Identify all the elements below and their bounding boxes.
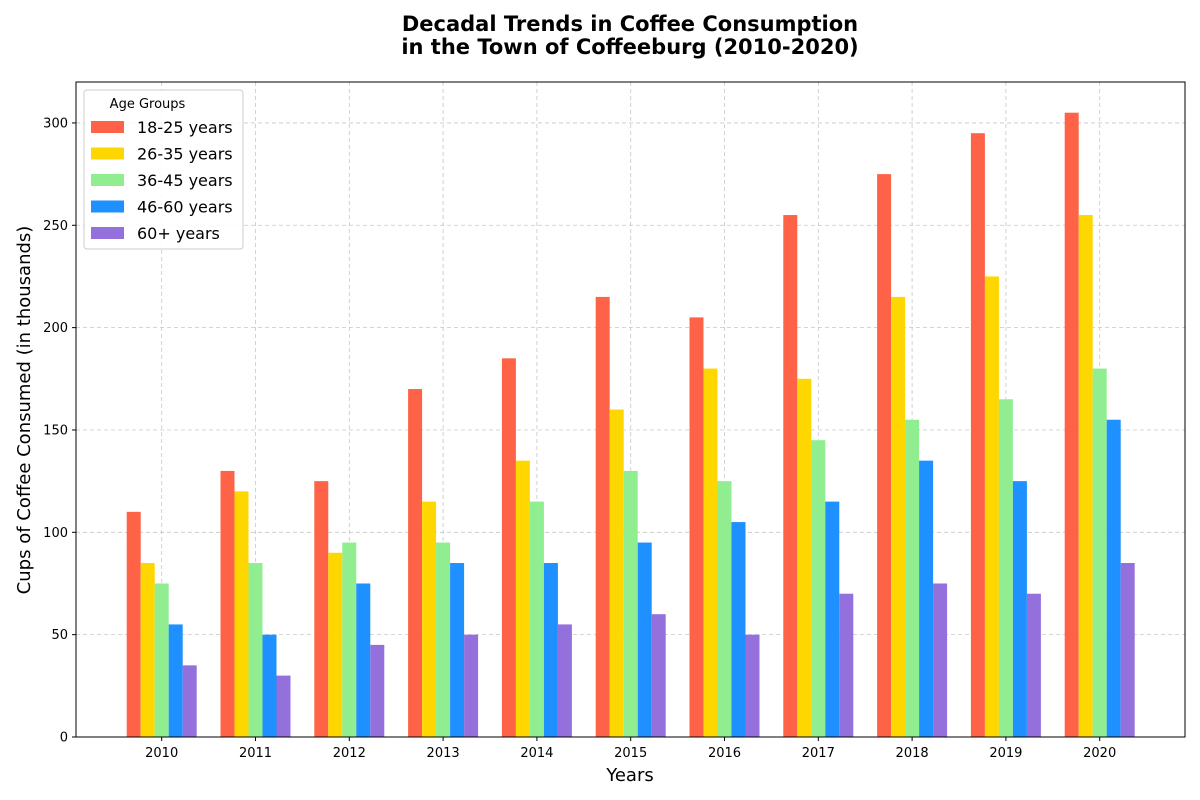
chart-title-line-2: in the Town of Coffeeburg (2010-2020) bbox=[401, 35, 858, 59]
y-tick-label: 200 bbox=[43, 321, 68, 336]
y-tick-label: 100 bbox=[43, 526, 68, 541]
legend-swatch bbox=[91, 200, 124, 213]
x-tick-label: 2020 bbox=[1083, 746, 1116, 761]
bar-60-years-2017 bbox=[839, 593, 854, 737]
bar-60-years-2012 bbox=[370, 644, 385, 737]
bar-18-25-years-2011 bbox=[220, 470, 235, 737]
legend: Age Groups 18-25 years 26-35 years 36-45 ye… bbox=[83, 89, 244, 250]
bar-18-25-years-2018 bbox=[877, 174, 892, 737]
chart-title: Decadal Trends in Coffee Consumption in … bbox=[401, 12, 858, 59]
bar-36-45-years-2010 bbox=[154, 583, 169, 737]
bar-36-45-years-2020 bbox=[1092, 368, 1107, 737]
bar-18-25-years-2013 bbox=[408, 389, 423, 737]
x-tick-label: 2010 bbox=[145, 746, 178, 761]
bar-18-25-years-2017 bbox=[783, 215, 798, 737]
bar-26-35-years-2012 bbox=[328, 552, 343, 737]
bar-36-45-years-2019 bbox=[998, 399, 1013, 737]
x-tick-label: 2019 bbox=[989, 746, 1022, 761]
bar-26-35-years-2016 bbox=[703, 368, 718, 737]
legend-label: 26-35 years bbox=[137, 145, 233, 164]
bar-18-25-years-2020 bbox=[1064, 112, 1079, 737]
x-tick-label: 2011 bbox=[239, 746, 272, 761]
bar-46-60-years-2012 bbox=[356, 583, 371, 737]
bar-46-60-years-2018 bbox=[919, 460, 934, 737]
bar-26-35-years-2019 bbox=[984, 276, 999, 737]
bars bbox=[126, 112, 1135, 737]
bar-18-25-years-2014 bbox=[501, 358, 516, 737]
bar-26-35-years-2013 bbox=[422, 501, 437, 737]
legend-label: 18-25 years bbox=[137, 118, 233, 137]
bar-36-45-years-2018 bbox=[905, 419, 920, 737]
bar-36-45-years-2015 bbox=[623, 470, 638, 737]
bar-36-45-years-2014 bbox=[529, 501, 544, 737]
bar-46-60-years-2016 bbox=[731, 522, 746, 737]
bar-26-35-years-2011 bbox=[234, 491, 249, 737]
x-tick-label: 2013 bbox=[427, 746, 460, 761]
legend-title: Age Groups bbox=[110, 97, 186, 112]
bar-60-years-2015 bbox=[651, 614, 666, 737]
bar-18-25-years-2016 bbox=[689, 317, 704, 737]
y-tick-label: 50 bbox=[51, 628, 68, 643]
bar-60-years-2018 bbox=[933, 583, 948, 737]
chart-title-line-1: Decadal Trends in Coffee Consumption bbox=[402, 12, 858, 36]
x-tick-label: 2014 bbox=[520, 746, 553, 761]
bar-46-60-years-2015 bbox=[637, 542, 652, 737]
bar-36-45-years-2013 bbox=[436, 542, 451, 737]
bar-46-60-years-2010 bbox=[168, 624, 183, 737]
bar-36-45-years-2017 bbox=[811, 440, 826, 737]
bar-60-years-2014 bbox=[557, 624, 572, 737]
bar-26-35-years-2015 bbox=[609, 409, 624, 737]
bar-60-years-2011 bbox=[276, 675, 291, 737]
bar-60-years-2016 bbox=[745, 634, 760, 737]
legend-swatch bbox=[91, 227, 124, 239]
y-tick-label: 150 bbox=[43, 423, 68, 438]
legend-label: 46-60 years bbox=[137, 198, 233, 217]
x-axis-ticks: 2010 2011 2012 2013 2014 2015 2016 2017 2018 2019… bbox=[145, 737, 1116, 761]
bar-18-25-years-2015 bbox=[595, 296, 610, 737]
bar-46-60-years-2014 bbox=[543, 563, 558, 737]
legend-swatch bbox=[91, 174, 124, 186]
bar-18-25-years-2012 bbox=[314, 481, 329, 737]
bar-26-35-years-2020 bbox=[1078, 215, 1093, 737]
bar-26-35-years-2018 bbox=[891, 296, 906, 737]
bar-36-45-years-2012 bbox=[342, 542, 357, 737]
legend-swatch bbox=[91, 147, 124, 160]
bar-26-35-years-2014 bbox=[515, 460, 530, 737]
y-axis-label: Cups of Coffee Consumed (in thousands) bbox=[14, 226, 35, 595]
bar-36-45-years-2016 bbox=[717, 481, 732, 737]
bar-46-60-years-2020 bbox=[1106, 419, 1121, 737]
bar-46-60-years-2019 bbox=[1012, 481, 1027, 737]
bar-46-60-years-2017 bbox=[825, 501, 840, 737]
x-axis-label: Years bbox=[605, 765, 654, 786]
bar-18-25-years-2019 bbox=[970, 133, 985, 737]
bar-26-35-years-2010 bbox=[140, 563, 155, 737]
y-tick-label: 0 bbox=[60, 731, 68, 746]
y-tick-label: 300 bbox=[43, 116, 68, 131]
x-tick-label: 2017 bbox=[802, 746, 835, 761]
bar-46-60-years-2011 bbox=[262, 634, 277, 737]
bar-36-45-years-2011 bbox=[248, 563, 263, 737]
x-tick-label: 2018 bbox=[896, 746, 929, 761]
legend-label: 60+ years bbox=[137, 224, 220, 243]
bar-60-years-2013 bbox=[464, 634, 479, 737]
bar-60-years-2010 bbox=[182, 665, 197, 737]
bar-46-60-years-2013 bbox=[450, 563, 465, 737]
y-tick-label: 250 bbox=[43, 219, 68, 234]
x-tick-label: 2015 bbox=[614, 746, 647, 761]
bar-18-25-years-2010 bbox=[126, 511, 141, 737]
legend-swatch bbox=[91, 121, 124, 133]
x-tick-label: 2012 bbox=[333, 746, 366, 761]
x-tick-label: 2016 bbox=[708, 746, 741, 761]
bar-60-years-2019 bbox=[1026, 593, 1041, 737]
y-axis-ticks: 0 50 100 150 200 250 300 bbox=[43, 116, 76, 746]
bar-60-years-2020 bbox=[1120, 563, 1135, 737]
bar-26-35-years-2017 bbox=[797, 378, 812, 737]
legend-label: 36-45 years bbox=[137, 171, 233, 190]
